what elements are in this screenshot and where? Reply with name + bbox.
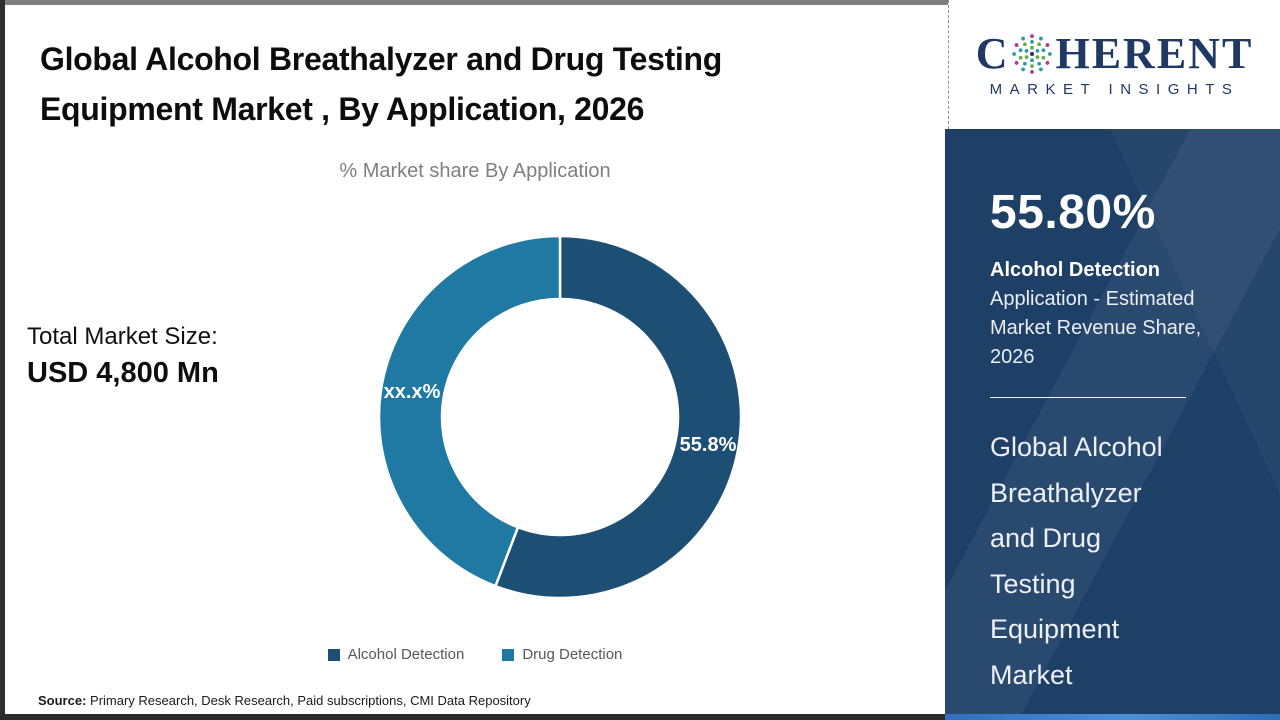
frame-top-bar (0, 0, 948, 5)
chart-legend: Alcohol Detection Drug Detection (5, 646, 945, 663)
sidebar-title-line: Global Alcohol (990, 432, 1163, 462)
sidebar: C HERENT MARKET INSIGHTS (945, 0, 1280, 720)
sidebar-title-line: Equipment (990, 614, 1120, 644)
sidebar-panel: 55.80% Alcohol Detection Application - E… (945, 129, 1280, 714)
sidebar-divider (990, 397, 1186, 398)
page-title: Global Alcohol Breathalyzer and Drug Tes… (40, 34, 920, 134)
stat-value: 55.80% (990, 186, 1156, 239)
slice-label-alcohol-detection: 55.8% (680, 434, 737, 456)
frame-left-bar (0, 0, 5, 720)
sidebar-title-line: Testing (990, 568, 1076, 599)
logo-word-herent: HERENT (1055, 28, 1254, 78)
page-title-line1: Global Alcohol Breathalyzer and Drug Tes… (40, 41, 723, 77)
sidebar-report-title: Global Alcohol Breathalyzer and Drug Tes… (990, 425, 1240, 698)
frame-bottom-bar (0, 714, 945, 720)
pie-slice-drug-detection (377, 234, 562, 588)
chart-subtitle: % Market share By Application (339, 160, 611, 182)
legend-swatch-drug-icon (502, 648, 515, 661)
globe-dots-icon (1012, 33, 1053, 74)
content-area: Global Alcohol Breathalyzer and Drug Tes… (5, 5, 945, 714)
donut-chart: 55.8% xx.x% (370, 227, 750, 607)
stat-title: Alcohol Detection (990, 259, 1161, 281)
page-title-line2: Equipment Market , By Application, 2026 (40, 91, 645, 127)
logo-subtitle: MARKET INSIGHTS (989, 80, 1240, 98)
stat-description: Application - Estimated Market Revenue S… (990, 288, 1202, 368)
brand-logo-row: C HERENT (975, 28, 1254, 78)
sidebar-title-line: and Drug (990, 523, 1102, 553)
source-text: Primary Research, Desk Research, Paid su… (86, 693, 531, 708)
legend-swatch-alcohol-icon (327, 648, 340, 661)
total-market-size-block: Total Market Size: USD 4,800 Mn (27, 323, 219, 390)
sidebar-accent-strip (945, 714, 1280, 720)
legend-item-drug-detection: Drug Detection (502, 646, 622, 663)
source-note: Source: Primary Research, Desk Research,… (38, 693, 531, 708)
total-market-size-value: USD 4,800 Mn (27, 357, 219, 389)
legend-label-alcohol: Alcohol Detection (347, 646, 465, 663)
brand-logo: C HERENT MARKET INSIGHTS (948, 0, 1280, 129)
logo-letter-c: C (975, 28, 1010, 78)
sidebar-title-line: Breathalyzer (990, 477, 1142, 508)
total-market-size-label: Total Market Size: (27, 323, 218, 350)
donut-chart-svg: 55.8% xx.x% (377, 234, 743, 600)
legend-label-drug: Drug Detection (522, 646, 623, 663)
pie-slice-alcohol-detection (494, 234, 743, 600)
sidebar-title-line: Market (990, 659, 1073, 690)
source-label: Source: (38, 693, 87, 708)
legend-item-alcohol-detection: Alcohol Detection (327, 646, 465, 663)
slice-label-drug-detection: xx.x% (384, 381, 441, 403)
